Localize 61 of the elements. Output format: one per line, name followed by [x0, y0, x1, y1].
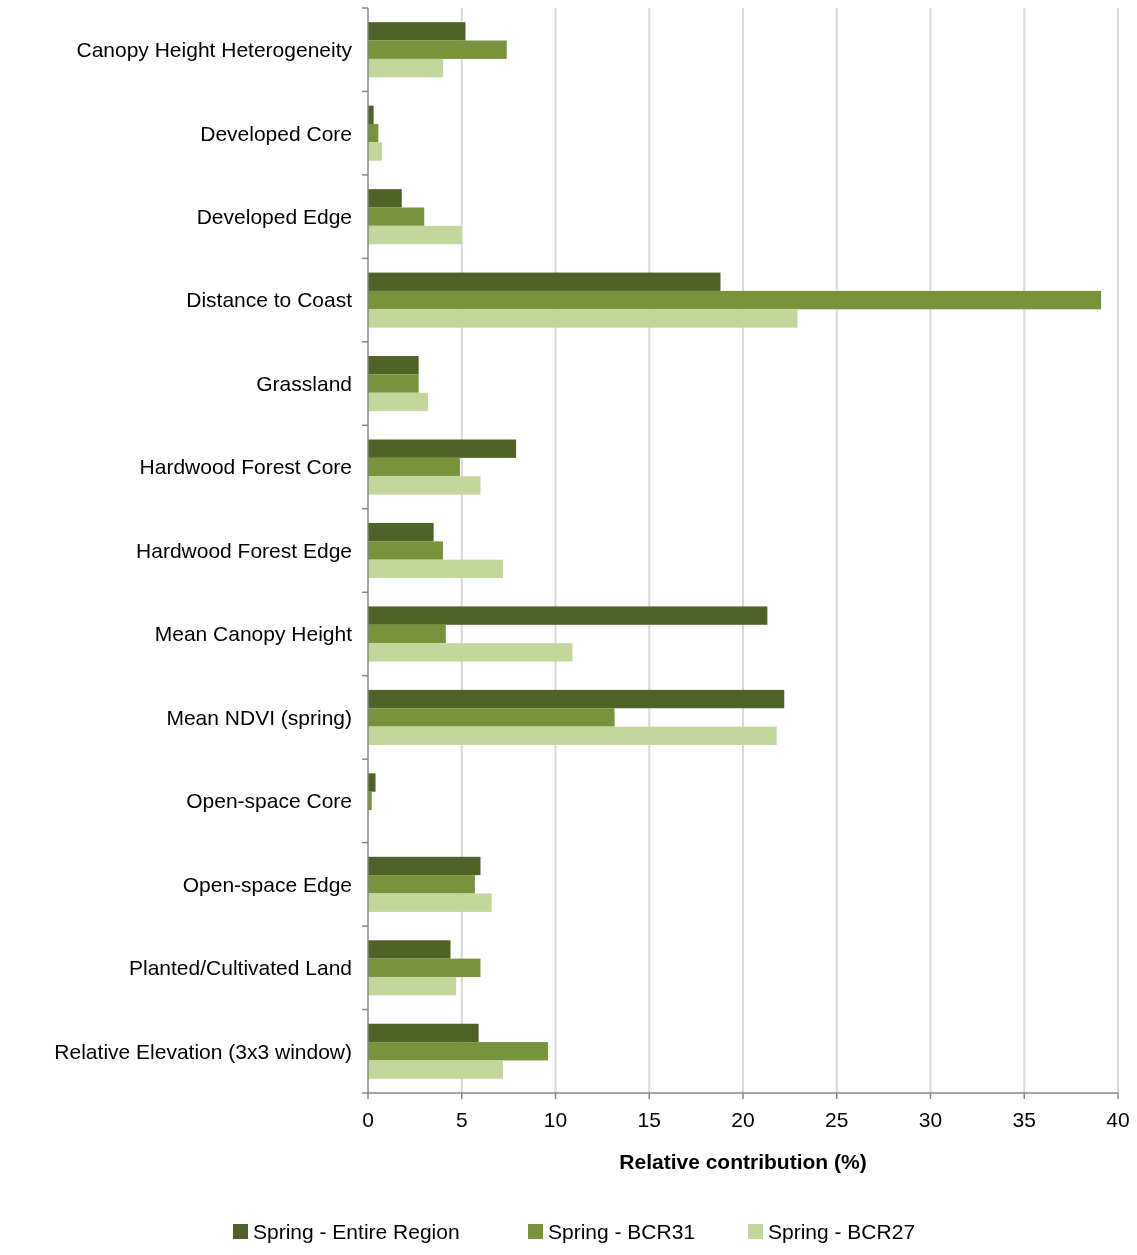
bar	[368, 1042, 548, 1061]
bar	[368, 689, 785, 709]
bar	[368, 58, 443, 78]
x-tick-label: 20	[731, 1108, 755, 1131]
y-tick-label: Open-space Edge	[182, 872, 352, 896]
bar	[368, 392, 428, 412]
bar	[368, 940, 451, 959]
bar	[368, 439, 517, 458]
x-tick-label: 10	[543, 1108, 568, 1131]
bar	[368, 559, 503, 579]
bar	[368, 624, 446, 644]
y-tick-label: Relative Elevation (3x3 window)	[54, 1039, 352, 1063]
y-tick-label: Open-space Core	[186, 789, 352, 813]
bar	[368, 142, 383, 161]
legend-label: Spring - Entire Region	[253, 1220, 460, 1243]
y-tick-label: Grassland	[256, 371, 352, 395]
bar	[368, 708, 615, 727]
x-tick-label: 30	[918, 1108, 943, 1131]
bar	[368, 856, 481, 876]
y-tick-label: Mean NDVI (spring)	[166, 705, 352, 729]
x-axis-title: Relative contribution (%)	[619, 1150, 867, 1173]
bar	[368, 1060, 503, 1079]
bar	[368, 958, 481, 977]
bar	[368, 225, 462, 245]
y-tick-label: Canopy Height Heterogeneity	[76, 38, 353, 62]
x-tick-label: 0	[362, 1108, 374, 1131]
x-tick-label: 35	[1012, 1108, 1036, 1131]
bar	[368, 643, 573, 662]
y-tick-label: Hardwood Forest Core	[139, 455, 352, 479]
bar	[368, 522, 434, 542]
x-tick-label: 5	[455, 1108, 468, 1131]
y-tick-label: Developed Edge	[196, 205, 352, 228]
bar	[368, 374, 419, 393]
y-tick-label: Mean Canopy Height	[154, 622, 353, 646]
bar	[368, 290, 1102, 310]
bar	[368, 726, 777, 745]
bar	[368, 773, 376, 792]
x-tick-label: 40	[1106, 1108, 1130, 1131]
bar	[368, 272, 721, 291]
y-tick-label: Hardwood Forest Edge	[136, 538, 352, 562]
bar	[368, 893, 492, 912]
x-tick-label: 15	[637, 1108, 661, 1131]
bar	[368, 207, 425, 226]
y-tick-label: Developed Core	[200, 121, 352, 145]
bar	[368, 875, 475, 894]
legend-label: Spring - BCR27	[768, 1220, 916, 1243]
x-tick-label: 25	[825, 1108, 849, 1131]
bar	[368, 40, 507, 59]
y-tick-label: Distance to Coast	[186, 288, 353, 312]
y-tick-label: Planted/Cultivated Land	[129, 956, 352, 980]
bar	[368, 606, 768, 625]
legend-label: Spring - BCR31	[548, 1220, 696, 1243]
bar	[368, 309, 798, 328]
bar	[368, 476, 481, 495]
bar	[368, 1023, 479, 1043]
bar	[368, 22, 466, 41]
bar	[368, 457, 460, 477]
bar	[368, 189, 402, 208]
bar	[368, 356, 419, 375]
bar	[368, 976, 457, 996]
bar	[368, 541, 443, 560]
